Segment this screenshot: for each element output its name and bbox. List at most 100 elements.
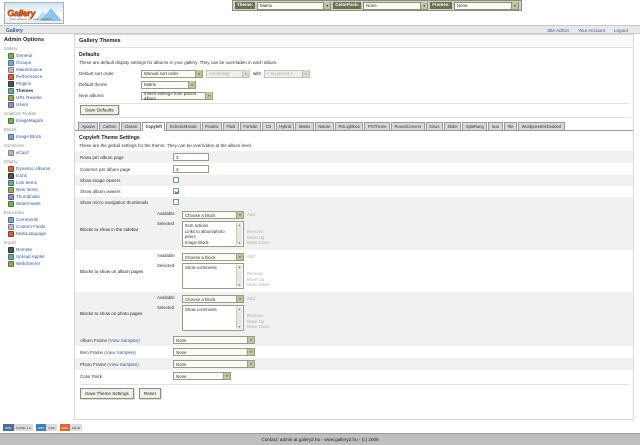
site-admin-link[interactable]: Site Admin: [547, 28, 570, 33]
available-blocks-select[interactable]: Choose a block ▾: [182, 211, 244, 219]
add-block-button[interactable]: Add: [247, 212, 255, 217]
validation-badge[interactable]: W3C XHTML 1.0: [3, 424, 33, 431]
tab-splarang[interactable]: SplaRang: [462, 121, 488, 130]
album-frame-samples-link[interactable]: (View Samples): [108, 337, 140, 343]
tab-wordpressembedded[interactable]: WordpressEmbedded: [518, 121, 565, 130]
add-block-button[interactable]: Add: [247, 254, 255, 259]
logout-link[interactable]: Logout: [613, 28, 628, 33]
sidebar-item-url-rewrite[interactable]: URL Rewrite: [4, 94, 70, 101]
sidebar-item-imagemagick[interactable]: ImageMagick: [4, 117, 70, 124]
tab-eclecticmosaic[interactable]: EclecticMosaic: [166, 121, 201, 130]
tab-pgtheme[interactable]: PGTheme: [364, 121, 390, 130]
sidebar-item-thumbnails[interactable]: Thumbnails: [4, 193, 70, 200]
sidebar-item-comments[interactable]: Comments: [4, 216, 70, 223]
move-down-button[interactable]: Move Down: [247, 324, 270, 329]
breadcrumb[interactable]: Gallery: [6, 27, 23, 34]
list-item[interactable]: Links to album/photo peers: [185, 228, 225, 240]
tab-hybrid[interactable]: Hybrid: [275, 121, 295, 130]
tab-tile[interactable]: Tile: [503, 121, 518, 130]
tab-matrix[interactable]: Matrix: [295, 121, 314, 130]
tab-roundcorners[interactable]: RoundCorners: [391, 121, 425, 130]
remove-block-button[interactable]: Remove: [247, 313, 264, 318]
add-block-button[interactable]: Add: [247, 296, 255, 301]
listbox-scrollbar[interactable]: ▴ ▾: [236, 265, 242, 287]
sidebar-item-maintenance[interactable]: Maintenance: [4, 66, 70, 73]
sidebar-item-themes[interactable]: Themes: [4, 87, 70, 94]
validation-badge[interactable]: RSS VALID: [59, 424, 83, 431]
remove-block-button[interactable]: Remove: [247, 271, 264, 276]
color-pack-select[interactable]: None ▾: [173, 372, 231, 380]
listbox-scrollbar[interactable]: ▴ ▾: [236, 223, 242, 245]
sidebar-item-watermarks[interactable]: Watermarks: [4, 200, 70, 207]
list-item[interactable]: Show comments: [185, 307, 217, 312]
show-album-owners-checkbox[interactable]: [173, 188, 179, 194]
listbox-scrollbar[interactable]: ▴ ▾: [236, 307, 242, 329]
item-frame-select[interactable]: None ▾: [173, 348, 255, 356]
default-sort-order-select[interactable]: Manual sort order ▾: [141, 69, 203, 78]
move-down-button[interactable]: Move Down: [247, 240, 270, 245]
selected-blocks-list[interactable]: Show comments ▴ ▾: [182, 305, 244, 331]
selected-blocks-list[interactable]: Show comments ▴ ▾: [182, 263, 244, 289]
album-frame-select[interactable]: None ▾: [173, 336, 255, 344]
tab-slider[interactable]: Slider: [443, 121, 462, 130]
move-down-button[interactable]: Move Down: [247, 282, 270, 287]
available-blocks-select[interactable]: Choose a block ▾: [182, 295, 244, 303]
sidebar-item-upload-applet[interactable]: Upload Applet: [4, 253, 70, 260]
sidebar-item-performance[interactable]: Performance: [4, 73, 70, 80]
sidebar-item-remote[interactable]: Remote: [4, 246, 70, 253]
sidebar-item-groups[interactable]: Groups: [4, 59, 70, 66]
list-item[interactable]: Show comments: [185, 265, 217, 270]
your-account-link[interactable]: Your Account: [578, 28, 605, 33]
frames-select[interactable]: None ▾: [453, 1, 519, 10]
move-up-button[interactable]: Move Up: [247, 276, 265, 282]
sidebar-item-plugins[interactable]: Plugins: [4, 80, 70, 87]
tab-g3[interactable]: G3: [262, 121, 275, 130]
tab-nature[interactable]: Nature: [314, 121, 334, 130]
sidebar-item-general[interactable]: General: [4, 52, 70, 59]
colorpack-select[interactable]: None ▾: [363, 1, 429, 10]
tab-carbon[interactable]: Carbon: [99, 121, 120, 130]
sort-direction-select[interactable]: Ascending ▾: [206, 69, 250, 78]
tab-fluid[interactable]: Fluid: [222, 121, 239, 130]
item-frame-samples-link[interactable]: (View Samples): [104, 349, 136, 355]
validation-badge[interactable]: W3C CSS: [35, 424, 57, 431]
rows-per-page-input[interactable]: 3: [173, 153, 209, 161]
tab-sun[interactable]: Sun: [488, 121, 503, 130]
move-up-button[interactable]: Move Up: [247, 318, 265, 324]
tab-forsale[interactable]: ForSale: [239, 121, 262, 130]
sidebar-item-ecard[interactable]: eCard: [4, 149, 70, 156]
tab-ajaxian[interactable]: Ajaxian: [78, 121, 99, 130]
tab-pglightbox[interactable]: PGLightbox: [334, 121, 364, 130]
cols-per-page-input[interactable]: 3: [173, 165, 209, 173]
gallery-logo[interactable]: Gallery Your photos on your website: [4, 2, 64, 24]
theme-select[interactable]: Matrix ▾: [257, 1, 332, 10]
new-albums-select[interactable]: Inherit settings from parent album ▾: [141, 91, 213, 101]
tab-classic[interactable]: Classic: [120, 121, 142, 130]
reset-button[interactable]: Reset: [138, 388, 161, 399]
list-item[interactable]: Image Block: [185, 239, 209, 245]
tab-copyleft[interactable]: Copyleft: [142, 121, 166, 131]
remove-block-button[interactable]: Remove: [247, 229, 264, 234]
sidebar-item-dynamic-albums[interactable]: Dynamic Albums: [4, 165, 70, 172]
sidebar-item-web-server[interactable]: Web/Server: [4, 260, 70, 267]
sidebar-item-image-block[interactable]: Image Block: [4, 133, 70, 140]
sidebar-item-users[interactable]: Users: [4, 101, 70, 108]
sidebar-item-icons[interactable]: Icons: [4, 172, 70, 179]
save-theme-settings-button[interactable]: Save Theme Settings: [80, 388, 134, 399]
show-image-owners-checkbox[interactable]: [173, 177, 179, 183]
sort-preset-select[interactable]: < no preset > ▾: [264, 69, 311, 78]
sidebar-item-multilanguage[interactable]: MultiLanguage: [4, 230, 70, 237]
save-defaults-button[interactable]: Save Defaults: [80, 104, 119, 115]
default-theme-select[interactable]: Matrix ▾: [141, 80, 196, 89]
sidebar-item-custom-fields[interactable]: Custom Fields: [4, 223, 70, 230]
sidebar-item-link-items[interactable]: Link Items: [4, 179, 70, 186]
tab-sirius[interactable]: Sirius: [425, 121, 443, 130]
selected-blocks-list[interactable]: Item actions Links to album/photo peers Im…: [182, 221, 244, 247]
show-micro-nav-checkbox[interactable]: [173, 199, 179, 205]
photo-frame-select[interactable]: None ▾: [173, 360, 255, 368]
move-up-button[interactable]: Move Up: [247, 234, 265, 240]
sidebar-item-new-items[interactable]: New Items: [4, 186, 70, 193]
tab-floatrix[interactable]: Floatrix: [201, 121, 222, 130]
photo-frame-samples-link[interactable]: (View Samples): [107, 361, 139, 367]
available-blocks-select[interactable]: Choose a block ▾: [182, 253, 244, 261]
